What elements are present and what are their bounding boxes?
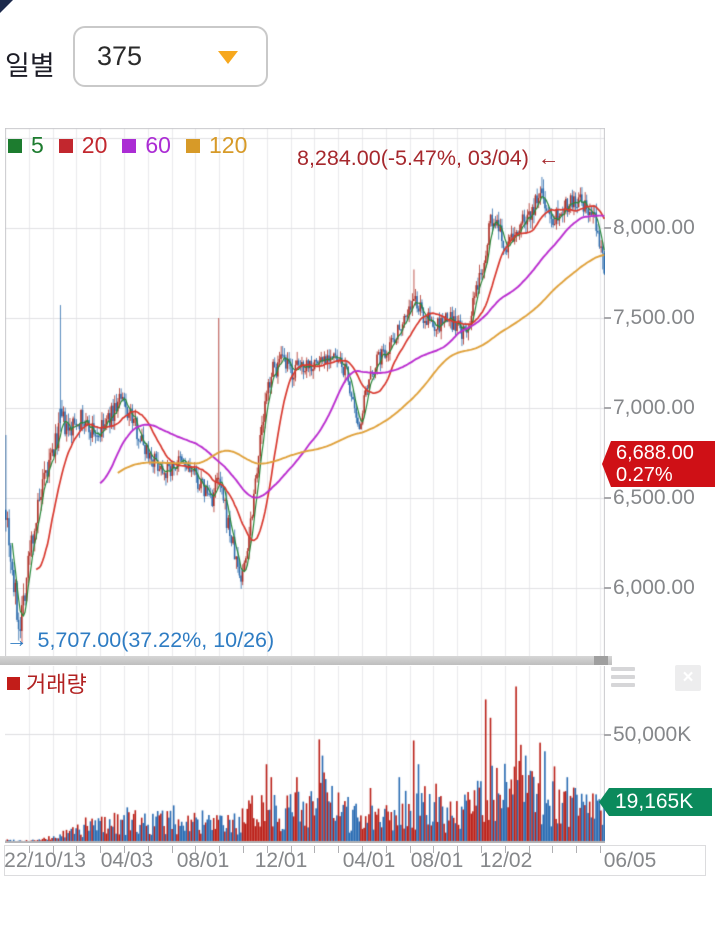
- low-price-annotation: → 5,707.00(37.22%, 10/26): [6, 628, 274, 653]
- x-axis-tick: [505, 846, 506, 853]
- price-axis-tick: [604, 317, 611, 320]
- x-axis-date-label: 12/01: [254, 849, 308, 872]
- x-axis-tick: [529, 846, 530, 853]
- ma60-swatch-icon: [122, 138, 137, 153]
- volume-axis-label: 50,000K: [613, 722, 692, 746]
- price-axis-tick: [604, 407, 611, 410]
- x-axis-tick: [600, 846, 601, 853]
- x-axis-tick: [338, 846, 339, 853]
- volume-swatch-icon: [7, 676, 20, 690]
- price-axis-label: 7,000.00: [613, 396, 695, 420]
- price-axis-tick: [604, 586, 611, 589]
- x-axis-tick: [76, 846, 77, 853]
- x-axis-date-label: 04/01: [342, 849, 396, 872]
- x-axis-tick: [410, 846, 411, 853]
- x-axis-date-label: 12/02: [479, 849, 533, 872]
- ma20-swatch-icon: [58, 138, 73, 153]
- x-axis-tick: [243, 846, 244, 853]
- ma-legend: 5 20 60 120: [8, 132, 253, 159]
- x-axis-tick: [29, 846, 30, 853]
- x-axis-tick: [124, 846, 125, 853]
- current-price-change: 0.27%: [616, 464, 673, 486]
- x-axis-tick: [386, 846, 387, 853]
- menu-icon[interactable]: [611, 667, 635, 691]
- right-arrow-icon: →: [6, 628, 28, 652]
- ma5-legend-label: 5: [31, 132, 44, 158]
- current-price-value: 6,688.00: [616, 442, 694, 464]
- volume-axis-tick: [604, 733, 611, 736]
- ma5-swatch-icon: [8, 138, 22, 153]
- x-axis-tick: [148, 846, 149, 853]
- ma20-legend-label: 20: [81, 132, 108, 158]
- volume-chart-canvas[interactable]: [5, 666, 605, 843]
- ma60-legend-label: 60: [145, 132, 171, 158]
- x-axis-tick: [481, 846, 482, 853]
- current-price-badge: 6,688.00 0.27%: [602, 441, 715, 487]
- menu-bar-icon: [611, 675, 635, 679]
- x-axis-tick: [53, 846, 54, 853]
- low-price-text: 5,707.00(37.22%, 10/26): [37, 628, 275, 652]
- volume-legend: 거래량: [7, 667, 87, 699]
- corner-fragment: [0, 0, 13, 13]
- divider-handle[interactable]: [594, 656, 608, 665]
- price-axis-label: 7,500.00: [613, 306, 695, 330]
- volume-legend-label: 거래량: [26, 672, 87, 697]
- candle-count-value: 375: [97, 41, 143, 71]
- ma120-legend-label: 120: [208, 132, 248, 158]
- close-volume-button[interactable]: ×: [675, 665, 701, 691]
- pane-resize-divider[interactable]: [0, 656, 612, 665]
- price-axis-label: 8,000.00: [613, 216, 695, 240]
- period-type-label: 일별: [5, 51, 55, 81]
- high-price-text: 8,284.00(-5.47%, 03/04): [297, 146, 529, 170]
- current-volume-badge: 19,165K: [599, 788, 712, 816]
- menu-bar-icon: [611, 667, 635, 671]
- x-axis-tick: [172, 846, 173, 853]
- price-axis-label: 6,500.00: [613, 485, 695, 509]
- x-axis-tick: [219, 846, 220, 853]
- x-axis-tick: [576, 846, 577, 853]
- x-axis-tick: [291, 846, 292, 853]
- x-axis-tick: [267, 846, 268, 853]
- x-axis-date-label: 08/01: [410, 849, 464, 872]
- price-axis-tick: [604, 496, 611, 499]
- high-price-annotation: 8,284.00(-5.47%, 03/04) ←: [297, 146, 559, 171]
- candle-count-dropdown[interactable]: 375: [73, 26, 268, 87]
- x-axis-tick: [314, 846, 315, 853]
- left-arrow-icon: ←: [537, 146, 560, 170]
- x-axis-tick: [100, 846, 101, 853]
- x-axis-tick: [457, 846, 458, 853]
- x-axis-tick: [433, 846, 434, 853]
- ma120-swatch-icon: [185, 138, 200, 153]
- x-axis-tick: [552, 846, 553, 853]
- menu-bar-icon: [611, 683, 635, 687]
- x-axis-date-label: 08/01: [176, 849, 230, 872]
- x-axis-date-label: 04/03: [100, 849, 154, 872]
- x-axis-tick: [362, 846, 363, 853]
- chevron-down-icon: [218, 50, 238, 64]
- x-axis-date-label: 06/05: [603, 849, 657, 872]
- price-axis-label: 6,000.00: [613, 575, 695, 599]
- x-axis-date-label: 22/10/13: [4, 849, 86, 872]
- x-axis-tick: [195, 846, 196, 853]
- price-axis-tick: [604, 227, 611, 230]
- price-chart-canvas[interactable]: [5, 128, 605, 656]
- x-axis-strip: [4, 845, 706, 876]
